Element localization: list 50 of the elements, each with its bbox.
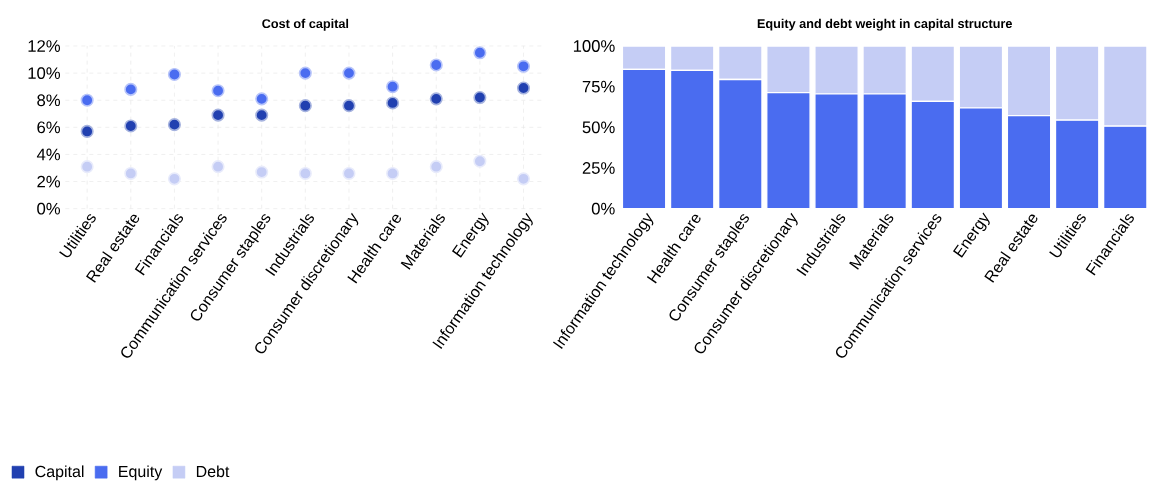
point [298, 166, 312, 180]
point [516, 172, 531, 186]
chart-title: Cost of capital [262, 18, 349, 31]
legend-label: Capital [35, 465, 84, 481]
point [211, 84, 225, 98]
point [342, 99, 356, 113]
y-tick-label: 75% [582, 80, 615, 93]
legend-label: Debt [196, 465, 230, 478]
y-tick-label: 8% [37, 94, 61, 107]
legend-label: Equity [119, 465, 163, 481]
point [516, 81, 531, 95]
point [386, 166, 400, 180]
point [211, 160, 225, 174]
point [342, 166, 356, 180]
point [429, 58, 443, 72]
point [80, 160, 94, 174]
point [167, 172, 181, 186]
point [429, 160, 443, 174]
y-tick-label: 25% [582, 162, 615, 174]
point [255, 92, 269, 106]
point [386, 80, 400, 94]
y-tick-label: 4% [36, 148, 61, 161]
point [167, 67, 181, 81]
point [255, 165, 269, 179]
y-tick-label: 0% [37, 202, 61, 215]
y-tick-label: 12% [28, 40, 61, 52]
point [124, 119, 138, 133]
point [255, 108, 269, 122]
point [516, 59, 531, 73]
point [429, 92, 443, 106]
point [473, 154, 487, 168]
point [124, 166, 138, 180]
point [211, 108, 225, 122]
point [298, 66, 312, 80]
point [80, 93, 94, 107]
chart-title: Equity and debt weight in capital structure [757, 18, 1012, 31]
y-tick-label: 100% [573, 40, 615, 52]
point [473, 46, 487, 60]
point [298, 99, 312, 113]
point [342, 66, 356, 80]
point [167, 118, 181, 132]
point [386, 96, 400, 110]
y-tick-label: 50% [582, 121, 615, 134]
point [124, 82, 138, 96]
y-tick-label: 6% [37, 121, 61, 134]
point [80, 124, 94, 138]
point [473, 90, 487, 105]
y-tick-label: 10% [28, 67, 61, 80]
y-tick-label: 0% [591, 202, 615, 215]
y-tick-label: 2% [37, 175, 61, 188]
